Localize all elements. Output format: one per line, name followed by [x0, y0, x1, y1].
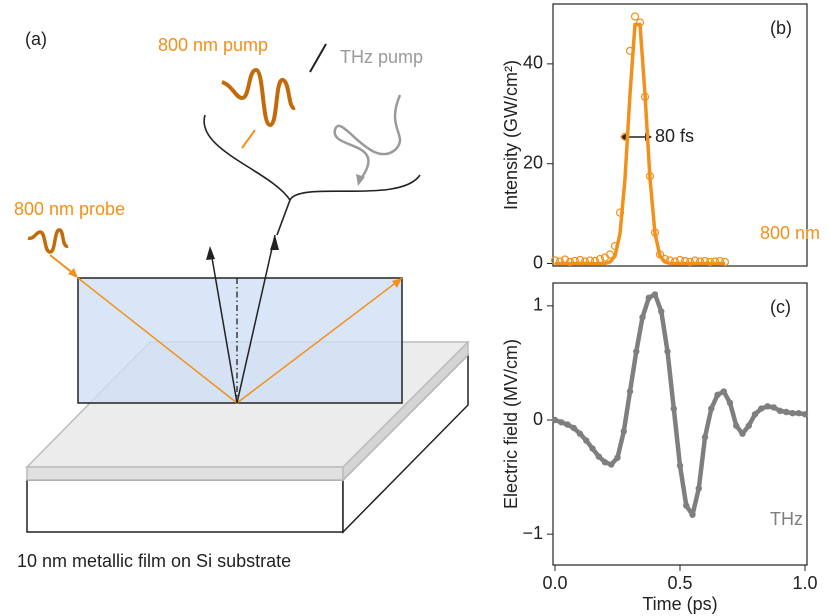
data-point	[733, 422, 740, 429]
data-point	[664, 348, 671, 355]
x-axis-label: Time (ps)	[642, 594, 717, 614]
thz-wave	[333, 94, 402, 181]
data-point	[595, 453, 602, 460]
pump-beam-stem	[276, 199, 291, 236]
data-point	[551, 416, 559, 424]
probe-pulse	[27, 228, 69, 254]
probe-in-head	[68, 268, 78, 278]
pump-beam-curve	[203, 114, 421, 202]
y-axis-label: Electric field (MV/cm)	[501, 339, 521, 509]
data-point	[789, 409, 796, 417]
y-tick-label: −1	[522, 523, 543, 543]
thz-head	[356, 174, 365, 186]
data-point	[764, 403, 771, 410]
data-point	[758, 405, 765, 412]
data-point	[589, 445, 596, 452]
panel-label: (b)	[770, 18, 792, 38]
film-front	[26, 466, 344, 481]
data-point	[701, 433, 709, 441]
data-point	[776, 407, 784, 415]
y-tick-label: 40	[523, 53, 543, 73]
plot-frame	[552, 282, 808, 566]
y-tick-label: 20	[523, 152, 543, 172]
data-point	[651, 291, 659, 298]
data-point	[739, 430, 746, 437]
annotation: 80 fs	[655, 126, 694, 146]
pump-out-head	[206, 246, 215, 260]
y-tick-label: 0	[533, 409, 543, 429]
panel-label: (c)	[770, 297, 791, 317]
data-point	[751, 411, 759, 418]
caption: 10 nm metallic film on Si substrate	[17, 551, 291, 571]
y-tick-label: 1	[533, 295, 543, 315]
data-point	[633, 348, 640, 355]
data-point	[689, 511, 696, 518]
data-line	[555, 22, 725, 266]
annotation: THz	[770, 509, 803, 529]
data-point	[745, 422, 752, 429]
film-side	[342, 340, 469, 482]
probe-in	[49, 254, 75, 275]
pump-in	[236, 234, 276, 404]
data-point	[714, 391, 721, 399]
plot-frame	[552, 3, 808, 267]
data-point	[720, 388, 727, 395]
panel-label: (a)	[25, 29, 47, 49]
data-point	[570, 424, 577, 432]
data-point	[608, 461, 615, 468]
annotation: 800 nm	[760, 223, 820, 243]
data-point	[683, 502, 690, 509]
pump-pulse	[221, 67, 296, 128]
data-point	[620, 428, 627, 435]
data-point	[558, 419, 565, 426]
y-axis-label: Intensity (GW/cm²)	[501, 60, 521, 210]
data-point	[630, 12, 640, 21]
data-point	[639, 314, 646, 321]
data-point	[583, 437, 590, 444]
probe-label: 800 nm probe	[14, 199, 125, 219]
data-point	[564, 421, 571, 428]
data-point	[676, 462, 684, 469]
x-tick-label: 0.0	[542, 573, 567, 593]
pump-label: 800 nm pump	[158, 35, 268, 55]
x-tick-label: 1.0	[792, 573, 817, 593]
fwhm-head	[620, 133, 627, 141]
x-tick-label: 0.5	[667, 573, 692, 593]
data-point	[795, 409, 802, 417]
y-tick-label: 0	[533, 252, 543, 272]
slash	[309, 43, 327, 73]
data-point	[576, 430, 584, 437]
probe-arrowhead	[392, 278, 402, 288]
pump-head	[270, 235, 279, 250]
data-point	[626, 388, 634, 395]
data-point	[601, 459, 609, 466]
data-point	[658, 308, 665, 315]
data-point	[708, 405, 715, 412]
prism	[77, 277, 403, 404]
data-point	[801, 411, 809, 418]
pump-pulse-tail	[241, 129, 256, 149]
diagram: (a) 800 nm pump THz pump 800 nm probe 10…	[14, 29, 470, 571]
substrate-front	[26, 479, 344, 533]
thz-label: THz pump	[340, 47, 423, 67]
data-point	[614, 454, 621, 461]
data-point	[670, 405, 677, 412]
data-point	[726, 399, 734, 407]
data-point	[783, 408, 790, 416]
pump-out	[210, 251, 238, 404]
data-point	[770, 404, 777, 411]
data-point	[645, 294, 652, 302]
data-point	[605, 250, 615, 259]
data-point	[695, 485, 702, 492]
